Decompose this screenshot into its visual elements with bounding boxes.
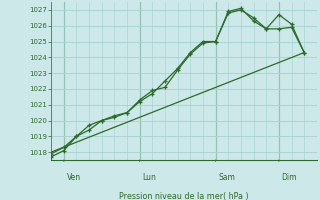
Text: Ven: Ven bbox=[67, 172, 81, 182]
Text: Pression niveau de la mer( hPa ): Pression niveau de la mer( hPa ) bbox=[119, 192, 249, 200]
Text: Lun: Lun bbox=[142, 172, 156, 182]
Text: Sam: Sam bbox=[218, 172, 235, 182]
Text: Dim: Dim bbox=[282, 172, 297, 182]
